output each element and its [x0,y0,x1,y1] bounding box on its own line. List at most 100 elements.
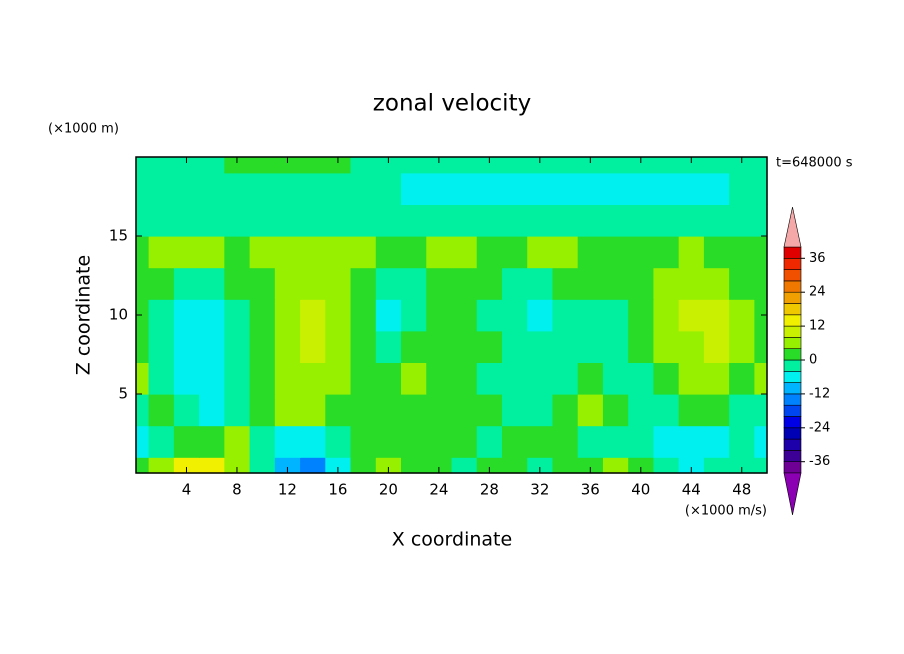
contour-cell [148,457,175,474]
contour-cell [754,204,768,237]
contour-cell [300,267,326,300]
contour-cell [754,267,768,300]
contour-cell [476,425,503,458]
contour-cell [274,362,301,395]
contour-cell [224,267,251,300]
contour-cell [426,172,453,205]
contour-cell [199,394,225,427]
contour-cell [602,157,629,174]
contour-cell [325,236,352,269]
contour-cell [527,394,554,427]
contour-cell [754,172,768,205]
contour-cell [350,457,377,474]
contour-cell [451,394,478,427]
contour-cell [678,362,705,395]
contour-cell [729,157,755,174]
contour-cell [173,236,200,269]
contour-cell [300,172,326,205]
contour-cell [350,172,377,205]
colorbar-tick-label: -12 [809,386,830,401]
contour-cell [224,204,251,237]
contour-cell [628,172,655,205]
contour-cell [249,236,276,269]
x-unit: (×1000 m/s) [685,504,767,519]
contour-cell [350,204,377,237]
contour-cell [527,267,554,300]
contour-cell [350,236,377,269]
contour-cell [199,236,225,269]
contour-cell [628,457,655,474]
contour-cell [703,157,730,174]
colorbar-over [783,206,802,248]
contour-cell [602,362,629,395]
contour-cell [136,457,150,474]
contour-cell [224,425,251,458]
contour-cell [703,362,730,395]
colorbar-box [783,280,802,293]
contour-cell [653,299,680,332]
contour-cell [602,299,629,332]
contour-cell [199,172,225,205]
contour-cell [577,267,604,300]
contour-cell [678,157,705,174]
contour-cell [451,204,478,237]
contour-cell [274,267,301,300]
x-tick-label: 40 [631,481,650,499]
contour-cell [199,267,225,300]
contour-cell [653,172,680,205]
contour-cell [249,172,276,205]
contour-cell [401,457,427,474]
colorbar-tick-label: 0 [809,353,817,368]
contour-cell [148,394,175,427]
contour-cell [375,425,402,458]
contour-cell [224,394,251,427]
contour-cell [703,172,730,205]
colorbar-tick-label: -24 [809,420,830,435]
contour-cell [300,394,326,427]
contour-cell [527,330,554,363]
colorbar-box [783,404,802,417]
contour-cell [426,157,453,174]
contour-cell [401,267,427,300]
contour-cell [224,236,251,269]
contour-cell [501,457,528,474]
contour-cell [703,236,730,269]
contour-cell [136,394,150,427]
contour-cell [729,362,755,395]
contour-cell [300,236,326,269]
contour-cell [375,394,402,427]
contour-cell [678,299,705,332]
contour-cell [375,236,402,269]
contour-cell [401,204,427,237]
colorbar-box [783,246,802,259]
contour-cell [653,204,680,237]
colorbar-box [783,359,802,372]
contour-cell [148,172,175,205]
contour-cell [501,299,528,332]
x-tick-label: 8 [232,481,242,499]
colorbar-tick-label: 12 [809,319,826,334]
contour-cell [628,236,655,269]
contour-cell [729,394,755,427]
contour-cell [754,299,768,332]
contour-cell [173,172,200,205]
contour-cell [754,362,768,395]
contour-cell [703,394,730,427]
contour-cell [274,236,301,269]
contour-cell [501,236,528,269]
contour-cell [375,172,402,205]
contour-cell [375,157,402,174]
contour-cell [729,299,755,332]
contour-cell [350,267,377,300]
contour-cell [451,425,478,458]
contour-cell [653,457,680,474]
contour-cell [173,330,200,363]
contour-cell [173,425,200,458]
colorbar-under [783,472,802,516]
contour-cell [678,172,705,205]
contour-cell [325,204,352,237]
contour-cell [527,172,554,205]
contour-cell [678,394,705,427]
colorbar-box [783,257,802,270]
contour-cell [401,362,427,395]
